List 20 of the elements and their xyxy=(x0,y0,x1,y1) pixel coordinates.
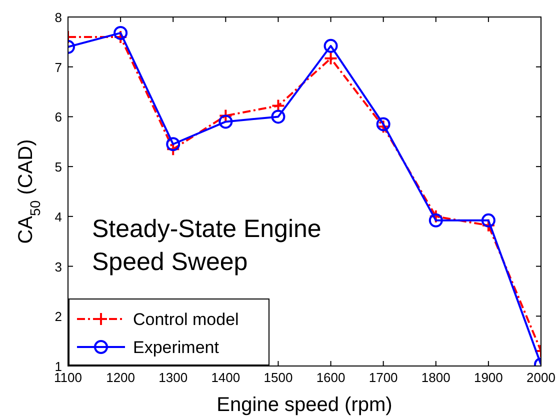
legend-label: Experiment xyxy=(133,338,220,357)
y-tick-label: 7 xyxy=(54,60,62,75)
x-tick-label: 1600 xyxy=(316,370,346,385)
x-tick-label: 2000 xyxy=(526,370,556,385)
y-tick-label: 2 xyxy=(54,309,62,324)
x-tick-label: 1300 xyxy=(158,370,188,385)
x-tick-label: 1400 xyxy=(211,370,240,385)
legend-label: Control model xyxy=(133,310,239,329)
x-tick-label: 1700 xyxy=(368,370,398,385)
annotation: Steady-State Engine Speed Sweep xyxy=(92,215,322,276)
y-tick-label: 8 xyxy=(54,10,62,25)
x-tick-label: 1800 xyxy=(421,370,450,385)
y-tick-label: 4 xyxy=(54,209,62,224)
x-axis-title: Engine speed (rpm) xyxy=(216,394,392,416)
x-tick-label: 1900 xyxy=(474,370,503,385)
x-tick-label: 1500 xyxy=(264,370,293,385)
y-tick-label: 3 xyxy=(54,259,62,274)
y-tick-label: 5 xyxy=(54,160,62,175)
y-tick-label: 6 xyxy=(54,110,62,125)
x-tick-label: 1200 xyxy=(106,370,136,385)
